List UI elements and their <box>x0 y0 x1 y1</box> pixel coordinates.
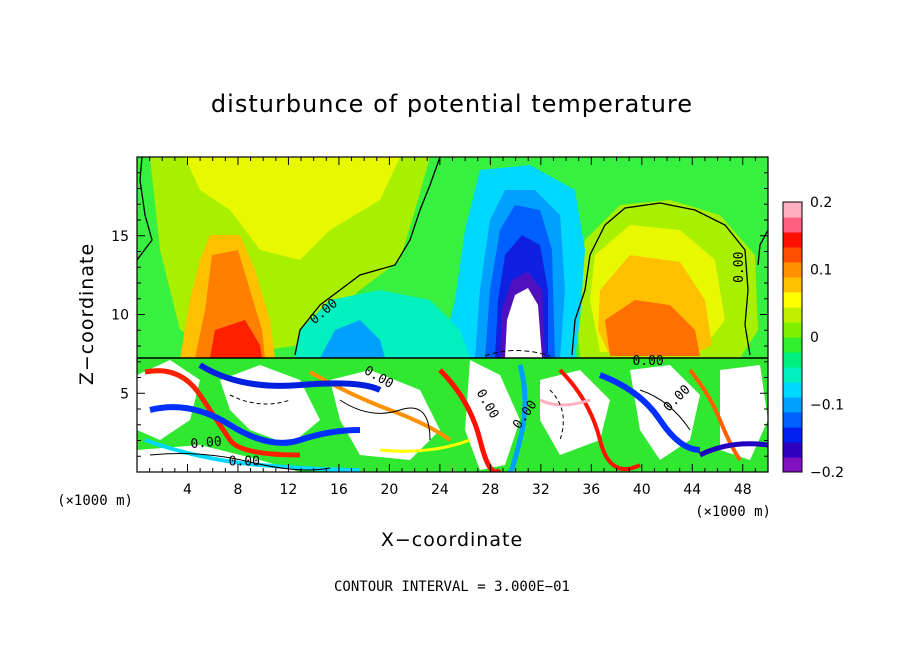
x-tick-label: 20 <box>380 482 398 498</box>
chart-title: disturbunce of potential temperature <box>211 90 693 118</box>
colorbar-swatch <box>783 442 802 458</box>
colorbar-swatch <box>783 202 802 218</box>
contour-label: 0.00 <box>229 455 260 470</box>
colorbar-tick-label: 0 <box>810 330 819 346</box>
lower-layer <box>137 358 768 472</box>
colorbar-swatch <box>783 322 802 338</box>
x-unit-label: (×1000 m) <box>695 504 771 520</box>
x-tick-label: 32 <box>532 482 550 498</box>
colorbar-swatch <box>783 427 802 443</box>
x-tick-label: 28 <box>481 482 499 498</box>
colorbar-swatch <box>783 247 802 263</box>
colorbar-swatch <box>783 352 802 368</box>
plot-area <box>137 157 768 472</box>
y-unit-label: (×1000 m) <box>57 493 133 509</box>
colorbar-swatch <box>783 382 802 398</box>
contour-label: 0.00 <box>632 354 663 369</box>
x-tick-label: 16 <box>330 482 348 498</box>
colorbar-swatch <box>783 337 802 353</box>
colorbar-swatch <box>783 262 802 278</box>
y-tick-label: 15 <box>111 229 129 245</box>
contour-zero-4 <box>757 229 768 266</box>
colorbar-tick-label: 0.2 <box>810 195 832 211</box>
x-tick-label: 24 <box>431 482 449 498</box>
x-tick-label: 40 <box>633 482 651 498</box>
contour-label: 0.00 <box>190 434 223 452</box>
x-tick-label: 4 <box>183 482 192 498</box>
colorbar-swatch <box>783 277 802 293</box>
colorbar-swatch <box>783 232 802 248</box>
cold-column-core <box>505 288 542 358</box>
colorbar-swatch <box>783 457 802 473</box>
warm-region-upper-right-red <box>605 300 700 356</box>
colorbar-swatch <box>783 307 802 323</box>
colorbar-swatch <box>783 412 802 428</box>
x-tick-label: 36 <box>582 482 600 498</box>
x-axis: 4 8 12 16 20 24 28 32 36 40 44 48 <box>149 157 756 498</box>
colorbar-swatch <box>783 397 802 413</box>
y-axis-title: Z−coordinate <box>76 243 98 385</box>
warm-column-left-red <box>210 320 262 358</box>
colorbar-tick-label: −0.1 <box>810 398 844 414</box>
y-tick-label: 5 <box>120 386 129 402</box>
colorbar: 0.2 0.1 0 −0.1 −0.2 <box>782 195 844 481</box>
x-tick-label: 44 <box>683 482 701 498</box>
colorbar-swatch <box>783 217 802 233</box>
contour-dashed-cold <box>484 350 551 357</box>
colorbar-frame <box>782 201 803 473</box>
contour-label: 0.00 <box>732 252 747 283</box>
colorbar-tick-label: −0.2 <box>810 465 844 481</box>
warm-region-upper-left-core <box>185 157 400 260</box>
y-axis: 5 10 15 <box>111 172 768 457</box>
x-tick-label: 12 <box>280 482 298 498</box>
cold-region-mid-core <box>320 320 385 358</box>
y-tick-label: 10 <box>111 308 129 324</box>
colorbar-swatch <box>783 292 802 308</box>
colorbar-swatch <box>783 367 802 383</box>
contour-zero-3 <box>571 202 751 356</box>
contour-interval: CONTOUR INTERVAL = 3.000E−01 <box>334 579 570 595</box>
colorbar-tick-label: 0.1 <box>810 263 832 279</box>
x-axis-title: X−coordinate <box>381 529 523 551</box>
x-tick-label: 48 <box>734 482 752 498</box>
contour-zero-2 <box>294 157 441 356</box>
x-tick-label: 8 <box>233 482 242 498</box>
